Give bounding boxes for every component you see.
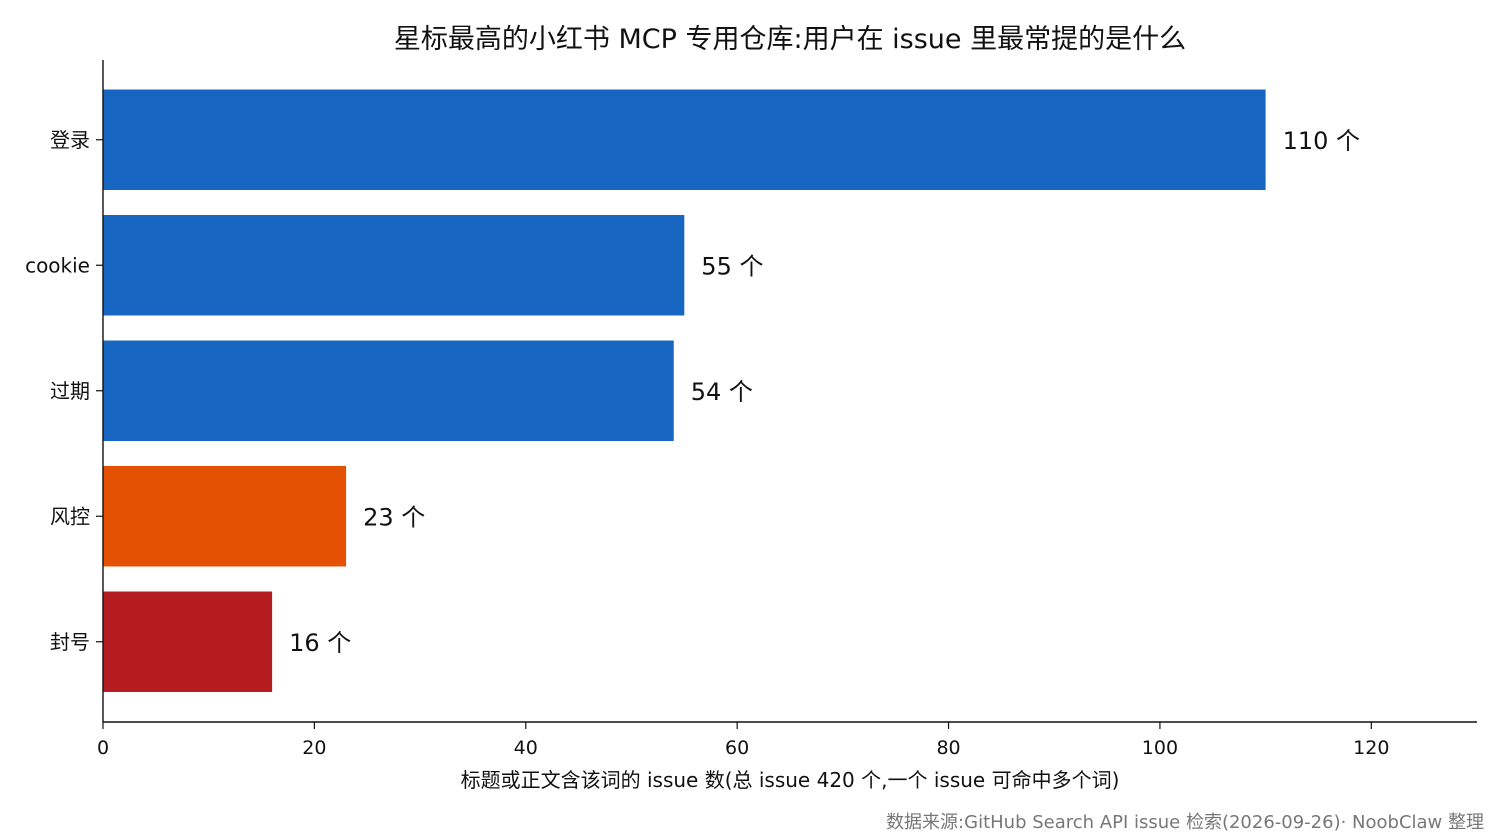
bar-value-label-2: 54 个 [691,378,753,406]
source-note: 数据来源:GitHub Search API issue 检索(2026-09-… [886,812,1484,833]
y-tick-label-2: 过期 [50,379,90,403]
x-axis: 0 20 40 60 80 100 120 [97,721,1477,759]
bar-value-label-0: 110 个 [1283,127,1360,155]
bar-value-label-4: 16 个 [289,629,351,657]
y-tick-label-3: 风控 [50,504,90,528]
x-axis-label: 标题或正文含该词的 issue 数(总 issue 420 个,一个 issue… [461,768,1120,792]
bar-1 [103,215,685,316]
y-tick-label-0: 登录 [50,128,90,152]
x-tick-label-3: 60 [725,737,749,759]
x-tick-label-6: 120 [1353,737,1389,759]
value-labels-layer: 110 个 55 个 54 个 23 个 16 个 [289,127,1360,657]
bar-value-label-1: 55 个 [701,252,763,280]
chart-title: 星标最高的小红书 MCP 专用仓库:用户在 issue 里最常提的是什么 [394,24,1186,55]
x-tick-label-0: 0 [97,737,109,759]
bar-3 [103,466,347,567]
x-tick-label-5: 100 [1142,737,1178,759]
x-tick-label-1: 20 [302,737,326,759]
bar-2 [103,340,674,441]
bar-4 [103,591,273,692]
y-tick-label-4: 封号 [50,630,90,654]
bar-value-label-3: 23 个 [363,503,425,531]
y-tick-label-1: cookie [25,253,90,277]
bars-layer [103,89,1266,692]
x-tick-label-2: 40 [514,737,538,759]
bar-0 [103,89,1266,190]
x-tick-label-4: 80 [936,737,960,759]
